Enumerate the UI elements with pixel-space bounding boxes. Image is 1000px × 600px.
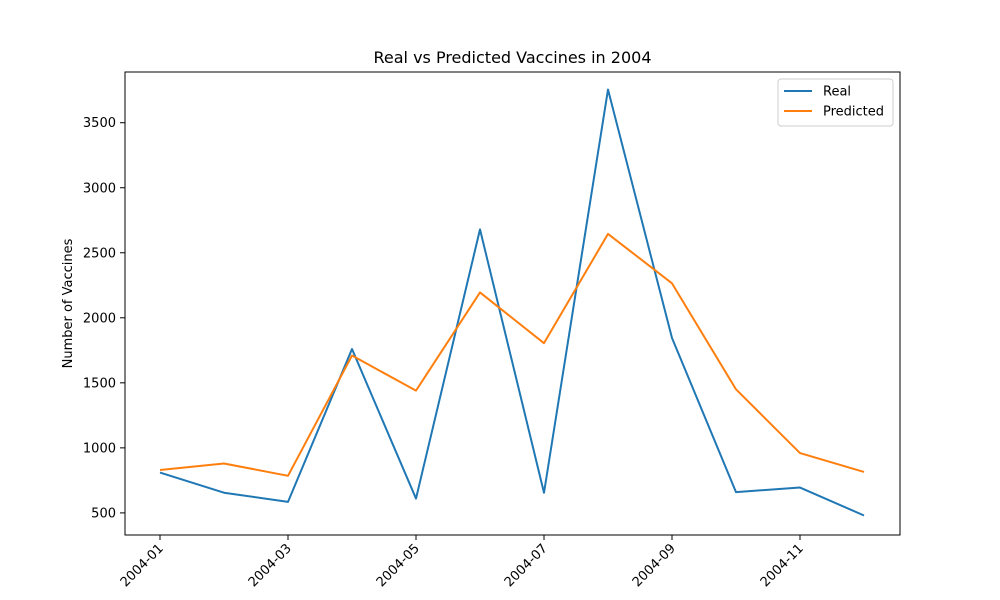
- series-line-predicted: [159, 232, 865, 477]
- legend: Real Predicted: [777, 78, 894, 127]
- y-axis: 500 1000 1500 2000 2500 3000 3500: [83, 116, 125, 521]
- y-tick-label: 3000: [83, 181, 116, 196]
- y-tick-label: 1500: [83, 376, 116, 391]
- plot-frame: [124, 71, 901, 536]
- y-tick-label: 1000: [83, 441, 116, 456]
- y-tick-label: 2500: [83, 246, 116, 261]
- series-lines: [159, 88, 865, 517]
- y-tick-label: 2000: [83, 311, 116, 326]
- y-tick-label: 500: [91, 506, 116, 521]
- y-tick-label: 3500: [83, 116, 116, 131]
- legend-label-real: Real: [823, 85, 851, 100]
- legend-label-predicted: Predicted: [823, 105, 884, 120]
- chart-title: Real vs Predicted Vaccines in 2004: [373, 48, 651, 67]
- plot-area: [124, 71, 901, 536]
- y-axis-label: Number of Vaccines: [61, 238, 76, 368]
- series-line-real: [159, 88, 865, 517]
